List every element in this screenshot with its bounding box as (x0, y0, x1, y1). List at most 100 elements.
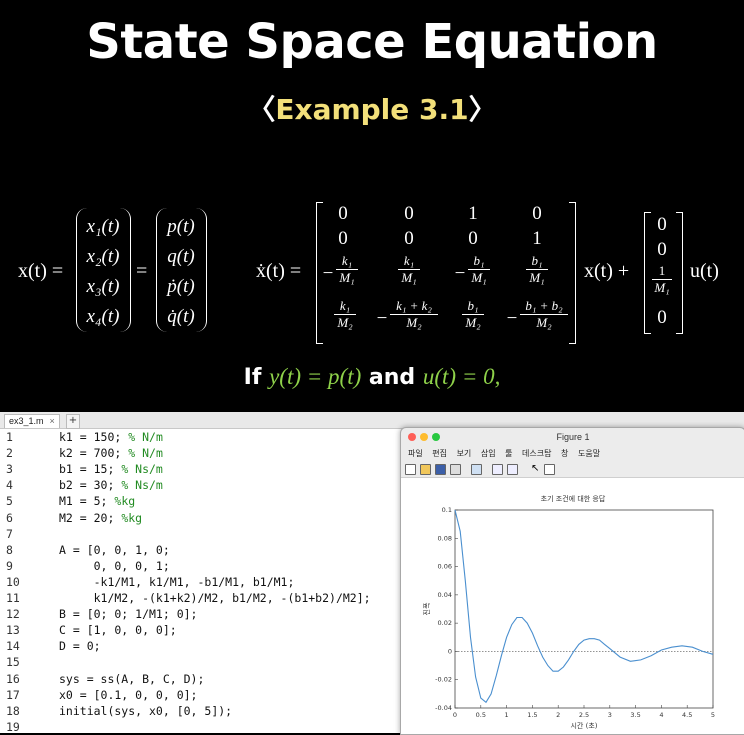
axes-box (454, 509, 714, 709)
line-number: 1 (6, 430, 13, 444)
b-vector-entry: 0 (657, 214, 667, 235)
new-figure-icon[interactable] (405, 464, 416, 475)
a-matrix-cell: 1 (468, 203, 478, 224)
line-number: 11 (6, 591, 20, 605)
close-tab-icon[interactable]: × (49, 416, 55, 426)
save-icon[interactable] (435, 464, 446, 475)
state-vec-entry: p(t) (167, 216, 195, 237)
a-matrix-fraction: b₁ M₁ (526, 254, 548, 285)
minimize-window-icon[interactable] (420, 433, 428, 441)
line-number: 18 (6, 703, 20, 718)
code-line[interactable]: C = [1, 0, 0, 0]; (59, 623, 177, 637)
menu-item-view[interactable]: 보기 (456, 449, 472, 458)
pointer-icon[interactable]: ↖ (531, 463, 540, 474)
line-number: 8 (6, 542, 13, 557)
subtitle-open-bracket: 〈 (247, 93, 276, 126)
code-text: B = [0; 0; 1/M1; 0]; (59, 607, 198, 622)
insert-colorbar-icon[interactable] (492, 464, 503, 475)
x-vec-entry: x₂(t) (86, 246, 120, 267)
a-matrix-fraction: k₁ M₁ (398, 254, 420, 285)
menu-item-edit[interactable]: 편집 (432, 449, 448, 458)
state-vec-right-paren (196, 208, 207, 332)
menu-item-help[interactable]: 도움말 (577, 449, 601, 458)
code-text: initial(sys, x0, [0, 5]); (59, 703, 233, 718)
eq-left-lhs: x(t) = (18, 260, 64, 282)
menu-item-desktop[interactable]: 데스크탑 (522, 449, 552, 458)
figure-menubar: 파일 편집 보기 삽입 툴 데스크탑 창 도움말 (401, 446, 744, 461)
eq-right-lhs: ẋ(t) = (256, 260, 302, 282)
code-line[interactable]: k2 = 700; % N/m (59, 446, 163, 460)
a-matrix-fraction: b₁ M₁ (468, 254, 490, 285)
maximize-window-icon[interactable] (432, 433, 440, 441)
code-line[interactable]: k1 = 150; % N/m (59, 430, 163, 444)
b-vector-fraction: 1 M₁ (652, 264, 672, 295)
y-tick-label: 0.02 (438, 619, 452, 627)
x-tick-label: 0 (453, 711, 457, 719)
code-line[interactable]: D = 0; (59, 639, 101, 653)
code-line[interactable]: initial(sys, x0, [0, 5]); (59, 704, 232, 718)
code-text: k2 = 700; (59, 446, 129, 461)
condition-and: and (368, 365, 416, 390)
state-vec-entry: q(t) (167, 246, 195, 267)
condition-if: If (243, 365, 262, 390)
state-vec-entry: ṗ(t) (167, 276, 195, 297)
response-chart[interactable]: 0 0.5 1 1.5 2 2.5 3 3.5 4 4.5 5 0.1 0.08 0.06 0.04 0.02… (401, 478, 744, 734)
menu-item-file[interactable]: 파일 (408, 449, 423, 458)
x-plus-term: x(t) + (584, 260, 630, 282)
code-line[interactable]: A = [0, 0, 1, 0; (59, 543, 170, 557)
code-line[interactable]: 0, 0, 0, 1; (59, 559, 170, 573)
code-line[interactable]: B = [0; 0; 1/M1; 0]; (59, 607, 197, 621)
code-comment: %kg (114, 494, 136, 509)
code-line[interactable]: M1 = 5; %kg (59, 494, 135, 508)
figure-window[interactable]: Figure 1 파일 편집 보기 삽입 툴 데스크탑 창 도움말 ↖ 초기 조… (400, 427, 744, 735)
a-matrix-cell: 0 (404, 228, 414, 249)
b-vector-entry: 0 (657, 239, 667, 260)
close-window-icon[interactable] (408, 433, 416, 441)
code-comment: % N/m (128, 446, 163, 461)
code-line[interactable]: -k1/M1, k1/M1, -b1/M1, b1/M1; (59, 575, 295, 589)
open-file-icon[interactable] (420, 464, 431, 475)
code-text: A = [0, 0, 1, 0; (59, 542, 170, 557)
link-plot-icon[interactable] (471, 464, 482, 475)
code-text: b1 = 15; (59, 462, 122, 477)
a-matrix-fraction: k₁ M₁ (336, 254, 358, 285)
condition-u: u(t) = 0, (422, 364, 501, 389)
a-matrix-cell: 0 (338, 228, 348, 249)
editor-tab-bar: ex3_1.m × + (0, 412, 744, 429)
code-line[interactable]: x0 = [0.1, 0, 0, 0]; (59, 688, 197, 702)
insert-legend-icon[interactable] (507, 464, 518, 475)
line-number: 7 (6, 526, 13, 541)
code-line[interactable]: k1/M2, -(k1+k2)/M2, b1/M2, -(b1+b2)/M2]; (59, 591, 371, 605)
code-text: D = 0; (59, 639, 101, 654)
code-line[interactable]: M2 = 20; %kg (59, 511, 142, 525)
frac-sign: − (506, 308, 518, 329)
add-tab-button[interactable]: + (66, 414, 80, 429)
code-text: M1 = 5; (59, 494, 115, 509)
code-text: b2 = 30; (59, 478, 122, 493)
x-tick-label: 2.5 (579, 711, 589, 719)
x-tick-label: 4.5 (682, 711, 692, 719)
property-inspector-icon[interactable] (544, 464, 555, 475)
print-icon[interactable] (450, 464, 461, 475)
x-tick-label: 1 (505, 711, 509, 719)
a-matrix-cell: 0 (468, 228, 478, 249)
a-matrix-fraction: k₁ M₂ (334, 299, 356, 330)
subtitle-close-bracket: 〉 (468, 93, 497, 126)
code-line[interactable]: b1 = 15; % Ns/m (59, 462, 163, 476)
state-vec-left-paren (156, 208, 167, 332)
menu-item-insert[interactable]: 삽입 (480, 449, 496, 458)
editor-tab[interactable]: ex3_1.m × (4, 414, 60, 428)
code-line[interactable]: b2 = 30; % Ns/m (59, 478, 163, 492)
menu-item-tools[interactable]: 툴 (505, 449, 513, 458)
a-matrix-fraction: b₁ + b₂ M₂ (520, 299, 568, 330)
code-text: sys = ss(A, B, C, D); (59, 671, 205, 686)
subtitle-text: Example 3.1 (275, 93, 469, 126)
x-vec-entry: x₄(t) (86, 306, 120, 327)
code-line[interactable]: sys = ss(A, B, C, D); (59, 672, 204, 686)
y-tick-label: -0.02 (435, 676, 452, 684)
menu-item-window[interactable]: 창 (561, 449, 569, 458)
condition-line: If y(t) = p(t) and u(t) = 0, (0, 364, 744, 390)
a-matrix-cell: 0 (404, 203, 414, 224)
y-tick-label: -0.04 (435, 704, 452, 712)
u-term: u(t) (690, 260, 719, 282)
